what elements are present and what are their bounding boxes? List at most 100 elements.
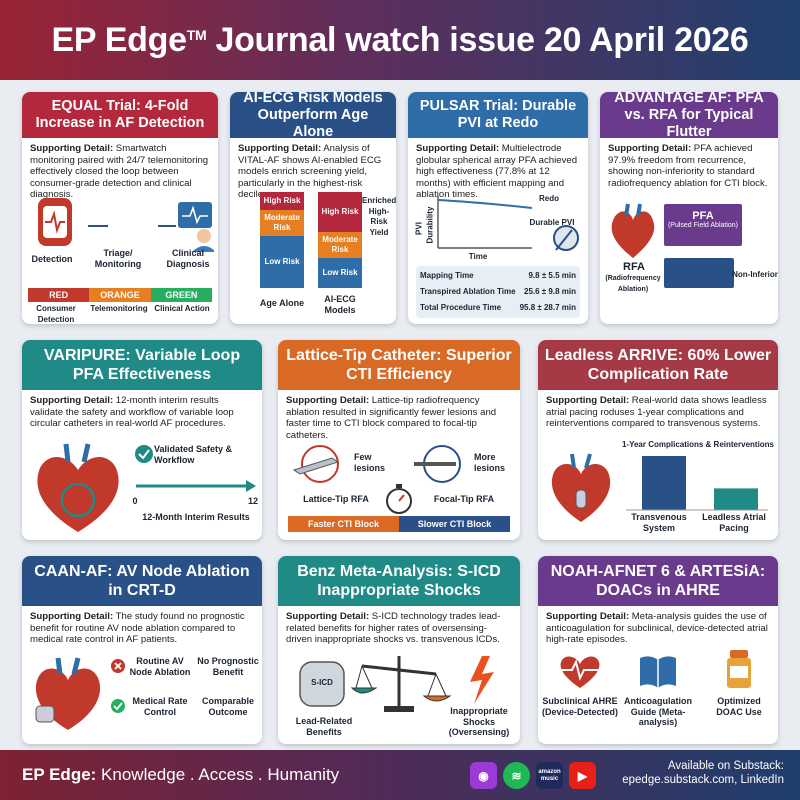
age-alone-label: Age Alone: [259, 298, 305, 308]
table-row: Mapping Time 9.8 ± 5.5 min: [420, 271, 576, 280]
cti-block-bar: Faster CTI Block Slower CTI Block: [288, 516, 510, 532]
supporting-detail: Supporting Detail: 12-month interim resu…: [30, 395, 234, 429]
slower-cti-block: Slower CTI Block: [399, 516, 510, 532]
timing-table: Mapping Time 9.8 ± 5.5 min Transpired Abl…: [416, 266, 580, 318]
supporting-detail: Supporting Detail: Smartwatch monitoring…: [30, 143, 209, 200]
heart-icon: [35, 657, 101, 730]
bar-orange: ORANGE: [89, 288, 151, 302]
links-label[interactable]: epedge.substack.com, LinkedIn: [622, 774, 784, 786]
no-benefit-label: No Prognostic Benefit: [197, 656, 259, 677]
bar-pfa: PFA (Pulsed Field Ablation): [664, 204, 742, 246]
supporting-detail: Supporting Detail: Multielectrode globul…: [416, 143, 578, 200]
equal-illustration: [38, 198, 214, 252]
title-brand: EP Edge: [51, 20, 187, 59]
card-lattice-tip: Lattice-Tip Catheter: Superior CTI Effic…: [278, 340, 520, 540]
table-row: Transpired Ablation Time 25.6 ± 9.8 min: [420, 287, 576, 296]
timeline-arrow: [136, 480, 256, 492]
lead-benefits-label: Lead-Related Benefits: [295, 716, 353, 737]
card-noah-afnet: NOAH-AFNET 6 & ARTESiA: DOACs in AHRE Su…: [538, 556, 778, 744]
durability-line: [437, 199, 533, 209]
bar-sub-telemonitoring: Telemonitoring: [90, 304, 148, 313]
heart-pacer-icon: [551, 453, 611, 522]
tick-label-leadless: Leadless Atrial Pacing: [702, 512, 766, 533]
doctor-icon: [197, 229, 211, 243]
card-title: AI-ECG Risk Models Outperform Age Alone: [230, 92, 396, 140]
supporting-detail: Supporting Detail: Meta-analysis guides …: [546, 611, 768, 645]
heart-icon: [611, 203, 655, 258]
podcast-icon[interactable]: ◉: [470, 762, 497, 789]
supporting-detail: Supporting Detail: Lattice-tip radiofreq…: [286, 395, 497, 441]
lattice-rfa-label: Lattice-Tip RFA: [303, 494, 369, 504]
item-subclinical-ahre: Subclinical AHRE (Device-Detected): [541, 696, 619, 717]
chart-y-label: PVI Durability: [414, 206, 435, 244]
amazon-music-icon[interactable]: amazon music: [536, 762, 563, 789]
non-inferior-label: Non-Inferior: [732, 270, 778, 279]
item-anticoagulation-guide: Anticoagulation Guide (Meta-analysis): [624, 696, 692, 727]
card-varipure: VARIPURE: Variable Loop PFA Effectivenes…: [22, 340, 262, 540]
tick-label-transvenous: Transvenous System: [631, 512, 687, 533]
focal-tip-icon: [414, 445, 461, 483]
enriched-note: Enriched High-Risk Yield: [362, 196, 396, 237]
check-icon: [135, 445, 153, 463]
card-title: Lattice-Tip Catheter: Superior CTI Effic…: [278, 340, 520, 390]
card-leadless-arrive: Leadless ARRIVE: 60% Lower Complication …: [538, 340, 778, 540]
bar-green: GREEN: [150, 288, 212, 302]
step-diagnosis: Clinical Diagnosis: [166, 248, 210, 269]
table-row: Total Procedure Time 95.8 ± 28.7 min: [420, 303, 576, 312]
platform-icons: ◉ ≋ amazon music ▶: [470, 762, 596, 789]
medical-rate-label: Medical Rate Control: [132, 696, 188, 717]
item-optimized-doac: Optimized DOAC Use: [716, 696, 762, 717]
bar-sub-clinical: Clinical Action: [154, 304, 210, 313]
book-icon: [640, 656, 676, 688]
faster-cti-block: Faster CTI Block: [288, 516, 399, 532]
sicd-label: S-ICD: [311, 678, 333, 687]
card-title: ADVANTAGE AF: PFA vs. RFA for Typical Fl…: [600, 92, 778, 140]
card-pulsar: PULSAR Trial: Durable PVI at Redo Suppor…: [408, 92, 588, 324]
few-lesions-label: Few lesions: [354, 452, 386, 473]
step-detection: Detection: [31, 254, 73, 264]
supporting-detail: Supporting Detail: S-ICD technology trad…: [286, 611, 501, 645]
routine-av-label: Routine AV Node Ablation: [129, 656, 191, 677]
availability-text: Available on Substack: epedge.substack.c…: [608, 759, 784, 787]
bar-sub-consumer: Consumer Detection: [36, 304, 76, 324]
card-caan-af: CAAN-AF: AV Node Ablation in CRT-D Suppo…: [22, 556, 262, 744]
youtube-icon[interactable]: ▶: [569, 762, 596, 789]
lightning-icon: [470, 656, 494, 704]
axis-start: 0: [132, 496, 138, 506]
ai-ecg-label: AI-ECG Models: [324, 294, 356, 315]
check-icon: [111, 699, 125, 713]
status-bar: RED ORANGE GREEN: [28, 288, 212, 302]
card-ai-ecg: AI-ECG Risk Models Outperform Age Alone …: [230, 92, 396, 324]
redo-label: Redo: [539, 194, 559, 203]
card-title: Benz Meta-Analysis: S-ICD Inappropriate …: [278, 556, 520, 606]
card-title: VARIPURE: Variable Loop PFA Effectivenes…: [22, 340, 262, 390]
supporting-detail: Supporting Detail: Real-world data shows…: [546, 395, 767, 429]
more-lesions-label: More lesions: [474, 452, 506, 473]
validated-label: Validated Safety & Workflow: [154, 444, 233, 465]
interim-results-label: 12-Month Interim Results: [142, 512, 250, 522]
heart-catheter-icon: [37, 443, 119, 532]
lattice-tip-icon: [292, 445, 340, 483]
card-advantage-af: ADVANTAGE AF: PFA vs. RFA for Typical Fl…: [600, 92, 778, 324]
bar-leadless: [714, 488, 758, 510]
card-title: PULSAR Trial: Durable PVI at Redo: [408, 92, 588, 138]
card-title: CAAN-AF: AV Node Ablation in CRT-D: [22, 556, 262, 606]
axis-end: 12: [247, 496, 258, 506]
spotify-icon[interactable]: ≋: [503, 762, 530, 789]
rfa-label: RFA: [623, 261, 645, 273]
bar-rfa: [664, 258, 734, 288]
header-banner: EP EdgeTM Journal watch issue 20 April 2…: [0, 0, 800, 80]
complications-chart: [626, 456, 768, 511]
card-equal-trial: EQUAL Trial: 4-Fold Increase in AF Detec…: [22, 92, 218, 324]
focal-rfa-label: Focal-Tip RFA: [433, 494, 495, 504]
chart-title: 1-Year Complications & Reinterventions: [621, 440, 775, 449]
card-title: NOAH-AFNET 6 & ARTESiA: DOACs in AHRE: [538, 556, 778, 606]
card-title: EQUAL Trial: 4-Fold Increase in AF Detec…: [22, 92, 218, 138]
heart-monitor-icon: [560, 656, 600, 688]
bar-ai-ecg: High Risk Moderate Risk Low Risk: [318, 192, 362, 288]
pvi-durability-chart: [437, 196, 579, 251]
balance-scale-icon: [299, 656, 494, 712]
bar-age-alone: High Risk Moderate Risk Low Risk: [260, 192, 304, 288]
footer-tagline: EP Edge: Knowledge . Access . Humanity: [22, 765, 340, 784]
